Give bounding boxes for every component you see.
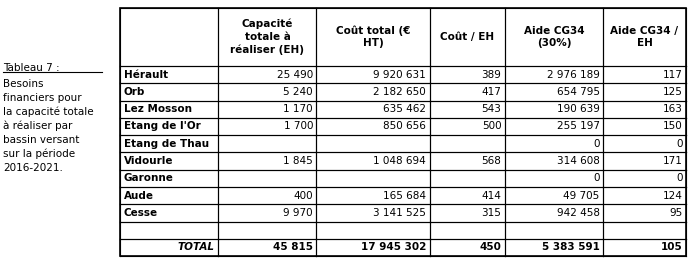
Text: Tableau 7 :: Tableau 7 : <box>3 63 60 73</box>
Text: 417: 417 <box>482 87 502 97</box>
Text: 255 197: 255 197 <box>557 121 599 131</box>
Text: 165 684: 165 684 <box>383 191 426 201</box>
Text: 1 845: 1 845 <box>283 156 313 166</box>
Text: TOTAL: TOTAL <box>178 242 215 252</box>
Text: 1 048 694: 1 048 694 <box>374 156 426 166</box>
Text: 0: 0 <box>593 173 599 183</box>
Text: 190 639: 190 639 <box>557 104 599 114</box>
Text: Hérault: Hérault <box>124 70 168 80</box>
Text: 543: 543 <box>482 104 502 114</box>
Text: 124: 124 <box>663 191 682 201</box>
Text: 150: 150 <box>663 121 682 131</box>
Text: 171: 171 <box>663 156 682 166</box>
Text: 500: 500 <box>482 121 502 131</box>
Text: 2 976 189: 2 976 189 <box>547 70 599 80</box>
Text: 125: 125 <box>663 87 682 97</box>
Text: 9 970: 9 970 <box>283 208 313 218</box>
Text: Capacité
totale à
réaliser (EH): Capacité totale à réaliser (EH) <box>230 19 304 55</box>
Text: 5 383 591: 5 383 591 <box>541 242 599 252</box>
Text: 850 656: 850 656 <box>383 121 426 131</box>
Text: 389: 389 <box>482 70 502 80</box>
Text: 414: 414 <box>482 191 502 201</box>
Text: 635 462: 635 462 <box>383 104 426 114</box>
Text: Aide CG34 /
EH: Aide CG34 / EH <box>610 26 678 48</box>
Text: Etang de l'Or: Etang de l'Or <box>124 121 201 131</box>
Text: Besoins
financiers pour
la capacité totale
à réaliser par
bassin versant
sur la : Besoins financiers pour la capacité tota… <box>3 79 94 173</box>
Text: 3 141 525: 3 141 525 <box>374 208 426 218</box>
Text: Orb: Orb <box>124 87 145 97</box>
Text: 17 945 302: 17 945 302 <box>361 242 426 252</box>
Text: 400: 400 <box>293 191 313 201</box>
Text: Aide CG34
(30%): Aide CG34 (30%) <box>524 26 584 48</box>
Text: 654 795: 654 795 <box>557 87 599 97</box>
Text: 314 608: 314 608 <box>557 156 599 166</box>
Text: Coût total (€
HT): Coût total (€ HT) <box>336 26 410 48</box>
Text: 2 182 650: 2 182 650 <box>374 87 426 97</box>
Text: Etang de Thau: Etang de Thau <box>124 139 209 149</box>
Text: 568: 568 <box>482 156 502 166</box>
Text: 105: 105 <box>660 242 682 252</box>
Text: 117: 117 <box>663 70 682 80</box>
Text: 0: 0 <box>676 139 682 149</box>
Text: Garonne: Garonne <box>124 173 173 183</box>
Text: Vidourle: Vidourle <box>124 156 173 166</box>
Text: 1 700: 1 700 <box>283 121 313 131</box>
Text: Cesse: Cesse <box>124 208 158 218</box>
Text: 5 240: 5 240 <box>283 87 313 97</box>
Text: 315: 315 <box>482 208 502 218</box>
Text: Coût / EH: Coût / EH <box>440 32 494 42</box>
Text: Aude: Aude <box>124 191 154 201</box>
Text: 0: 0 <box>676 173 682 183</box>
Bar <box>120 8 686 256</box>
Text: 1 170: 1 170 <box>283 104 313 114</box>
Text: 95: 95 <box>669 208 682 218</box>
Text: 450: 450 <box>480 242 502 252</box>
Text: 942 458: 942 458 <box>557 208 599 218</box>
Text: 25 490: 25 490 <box>277 70 313 80</box>
Text: 163: 163 <box>663 104 682 114</box>
Text: Lez Mosson: Lez Mosson <box>124 104 192 114</box>
Text: 45 815: 45 815 <box>273 242 313 252</box>
Text: 49 705: 49 705 <box>563 191 599 201</box>
Text: 0: 0 <box>593 139 599 149</box>
Text: 9 920 631: 9 920 631 <box>374 70 426 80</box>
